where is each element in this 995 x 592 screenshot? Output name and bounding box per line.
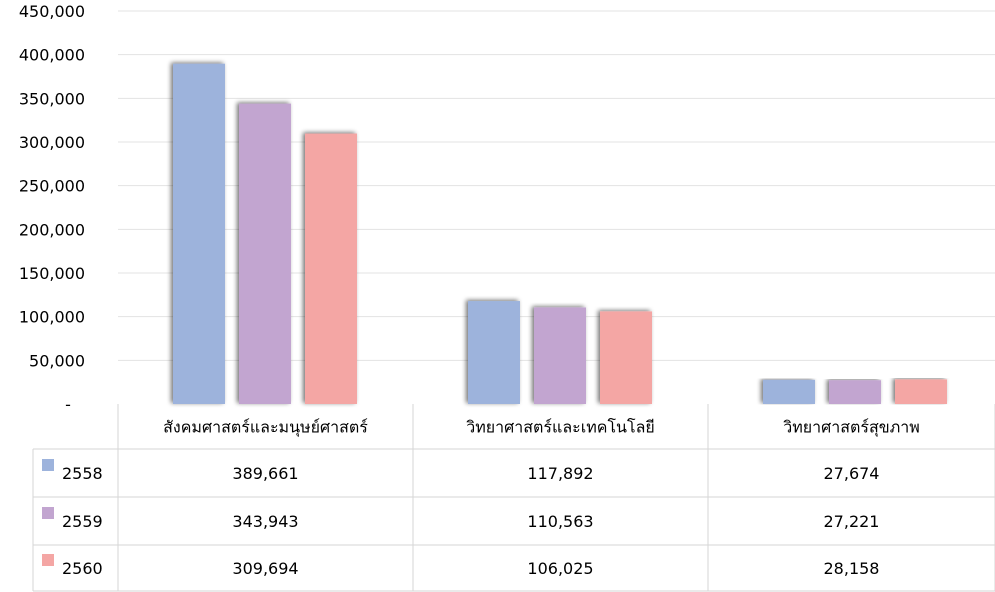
y-tick-label: 100,000 (19, 308, 85, 327)
bars (173, 63, 947, 405)
table-cell-value: 343,943 (232, 512, 298, 531)
table-cell-value: 28,158 (824, 559, 880, 578)
legend-swatch-2559 (42, 507, 54, 519)
table-cell-value: 27,674 (824, 464, 880, 483)
y-tick-label: 300,000 (19, 133, 85, 152)
bar-2559-3 (829, 380, 881, 404)
bar-2558-3 (763, 379, 815, 404)
bar-2559-2 (534, 307, 586, 404)
x-category-label: วิทยาศาสตร์สุขภาพ (783, 418, 920, 438)
table-cell-value: 110,563 (527, 512, 593, 531)
y-tick-label: 400,000 (19, 46, 85, 65)
bar-2558-1 (173, 63, 225, 405)
legend-series-name: 2559 (62, 512, 103, 531)
bar-2560-2 (600, 311, 652, 404)
y-tick-label: 200,000 (19, 220, 85, 239)
bar-2560-1 (305, 133, 357, 404)
x-category-label: วิทยาศาสตร์และเทคโนโลยี (466, 418, 655, 437)
table-cell-value: 309,694 (232, 559, 298, 578)
legend-swatch-2560 (42, 554, 54, 566)
legend-swatch-2558 (42, 459, 54, 471)
bar-2559-1 (239, 103, 291, 405)
y-tick-label: 50,000 (29, 351, 85, 370)
data-table: สังคมศาสตร์และมนุษย์ศาสตร์ วิทยาศาสตร์และ… (32, 404, 995, 592)
y-tick-label: - (65, 395, 71, 414)
legend-series-name: 2560 (62, 559, 103, 578)
y-tick-label: 350,000 (19, 89, 85, 108)
y-axis: - 50,000 100,000 150,000 200,000 250,000 300,0… (19, 2, 85, 414)
y-tick-label: 450,000 (19, 2, 85, 21)
table-cell-value: 389,661 (232, 464, 298, 483)
bar-2560-3 (895, 379, 947, 404)
table-cell-value: 117,892 (527, 464, 593, 483)
y-tick-label: 150,000 (19, 264, 85, 283)
table-cell-value: 106,025 (527, 559, 593, 578)
bar-2558-2 (468, 301, 520, 404)
table-cell-value: 27,221 (824, 512, 880, 531)
legend-series-name: 2558 (62, 464, 103, 483)
x-category-label: สังคมศาสตร์และมนุษย์ศาสตร์ (163, 418, 368, 438)
y-tick-label: 250,000 (19, 177, 85, 196)
